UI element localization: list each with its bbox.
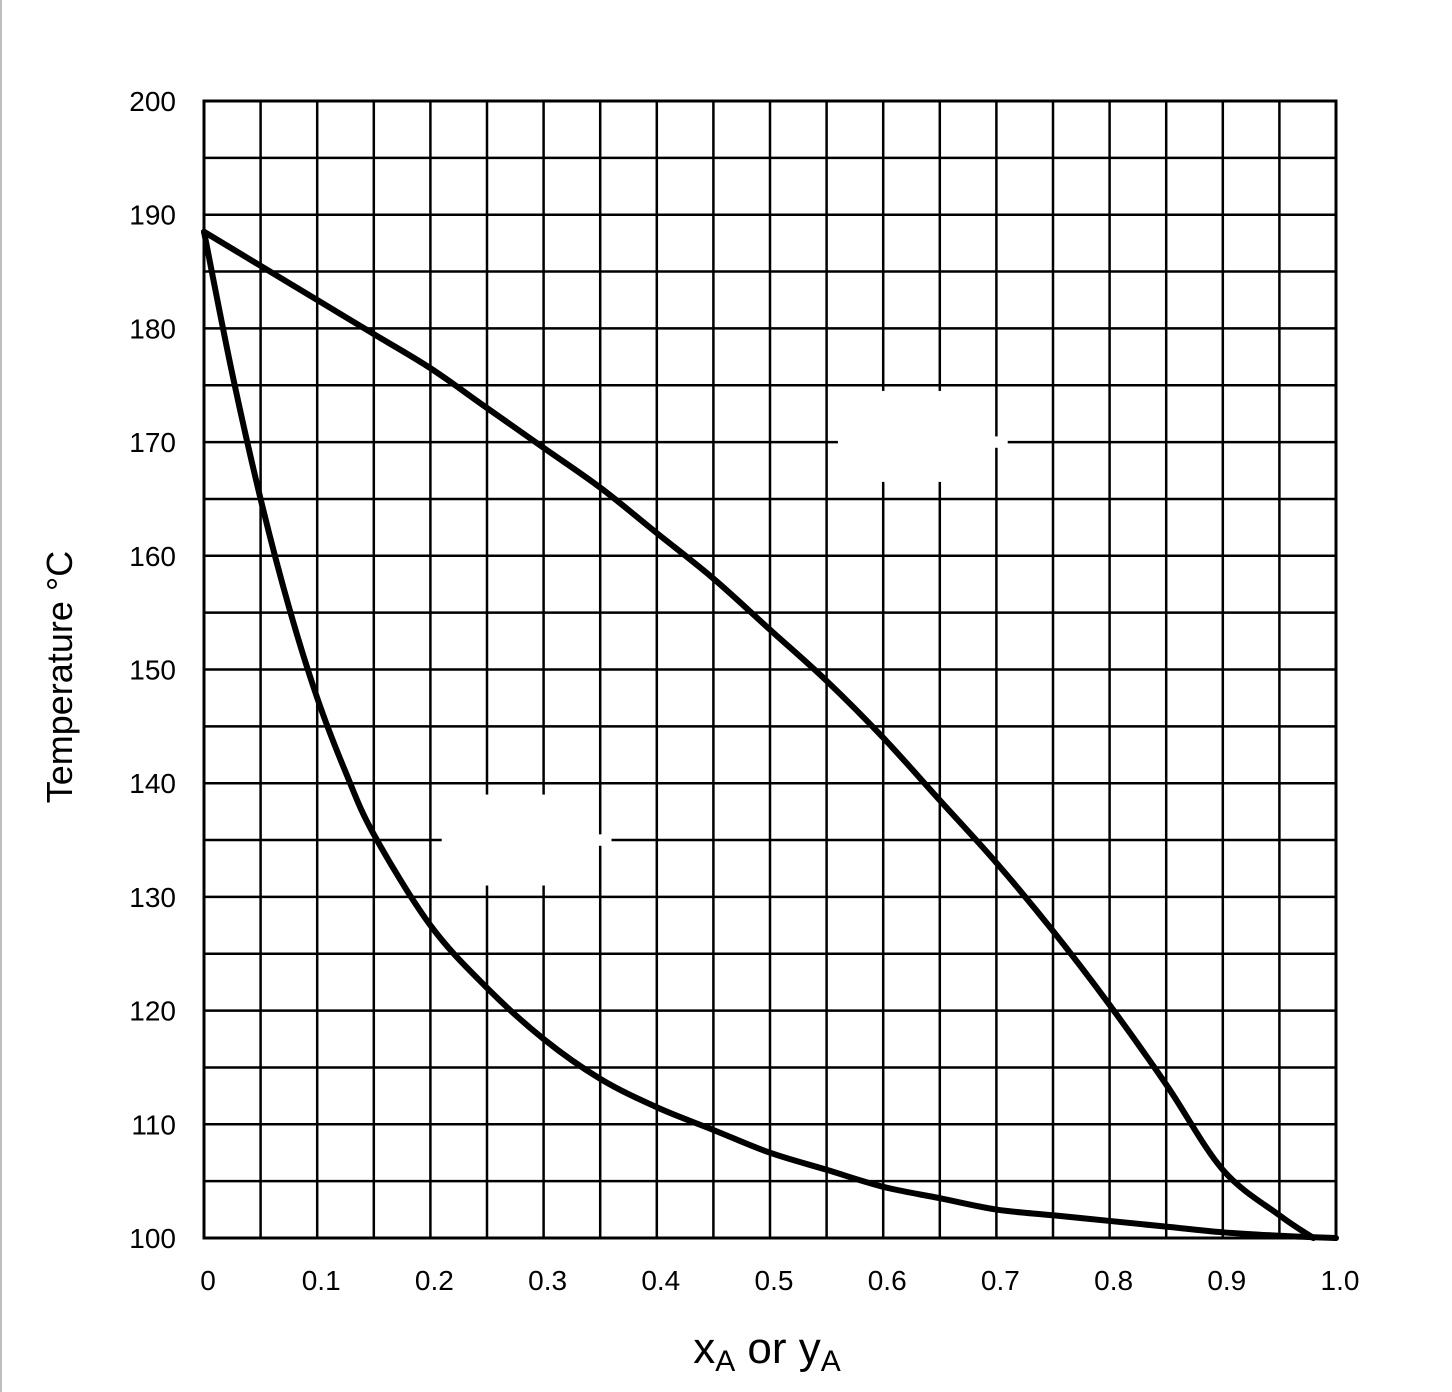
- y-tick-label: 130: [129, 882, 176, 913]
- x-tick-label: 0.4: [641, 1265, 680, 1296]
- x-axis-label-x: x: [693, 1324, 715, 1373]
- x-tick-label: 0.5: [755, 1265, 794, 1296]
- x-axis-label-y-sub: A: [821, 1345, 841, 1378]
- y-axis-label: Temperature °C: [39, 551, 80, 804]
- x-tick-label: 0.8: [1094, 1265, 1133, 1296]
- y-tick-label: 170: [129, 427, 176, 458]
- x-axis-label-or: or: [735, 1324, 799, 1373]
- grid: [204, 101, 1336, 1238]
- x-axis-label-x-sub: A: [715, 1345, 735, 1378]
- x-tick-label: 0: [200, 1265, 216, 1296]
- y-tick-label: 160: [129, 541, 176, 572]
- x-tick-label: 0.3: [528, 1265, 567, 1296]
- curve-1: [201, 228, 1317, 1241]
- y-tick-label: 140: [129, 768, 176, 799]
- y-tick-label: 100: [129, 1223, 176, 1254]
- x-tick-label: 0.9: [1207, 1265, 1246, 1296]
- y-tick-label: 190: [129, 200, 176, 231]
- y-tick-label: 120: [129, 996, 176, 1027]
- plot-frame: [202, 99, 1338, 1240]
- x-axis-ticks: 0 0.1 0.2 0.3 0.4 0.5 0.6 0.7 0.8 0.9 1.0: [200, 1265, 1359, 1296]
- curve-2: [201, 228, 1339, 1241]
- y-tick-label: 200: [129, 86, 176, 117]
- y-tick-label: 150: [129, 655, 176, 686]
- grid-gaps: [441, 390, 1008, 886]
- x-tick-label: 0.6: [868, 1265, 907, 1296]
- y-tick-label: 110: [131, 1109, 176, 1140]
- y-axis-ticks: 100 110 120 130 140 150 160 170 180 190 200: [129, 86, 176, 1254]
- x-tick-label: 0.7: [981, 1265, 1020, 1296]
- x-tick-label: 0.1: [302, 1265, 341, 1296]
- x-tick-label: 0.2: [415, 1265, 454, 1296]
- x-axis-label-y: y: [799, 1324, 821, 1373]
- curves: [201, 228, 1339, 1241]
- x-tick-label: 1.0: [1321, 1265, 1360, 1296]
- blank-label-area: [458, 794, 595, 886]
- x-axis-label: xA or yA: [693, 1324, 841, 1378]
- y-tick-label: 180: [129, 313, 176, 344]
- blank-label-area: [854, 390, 991, 482]
